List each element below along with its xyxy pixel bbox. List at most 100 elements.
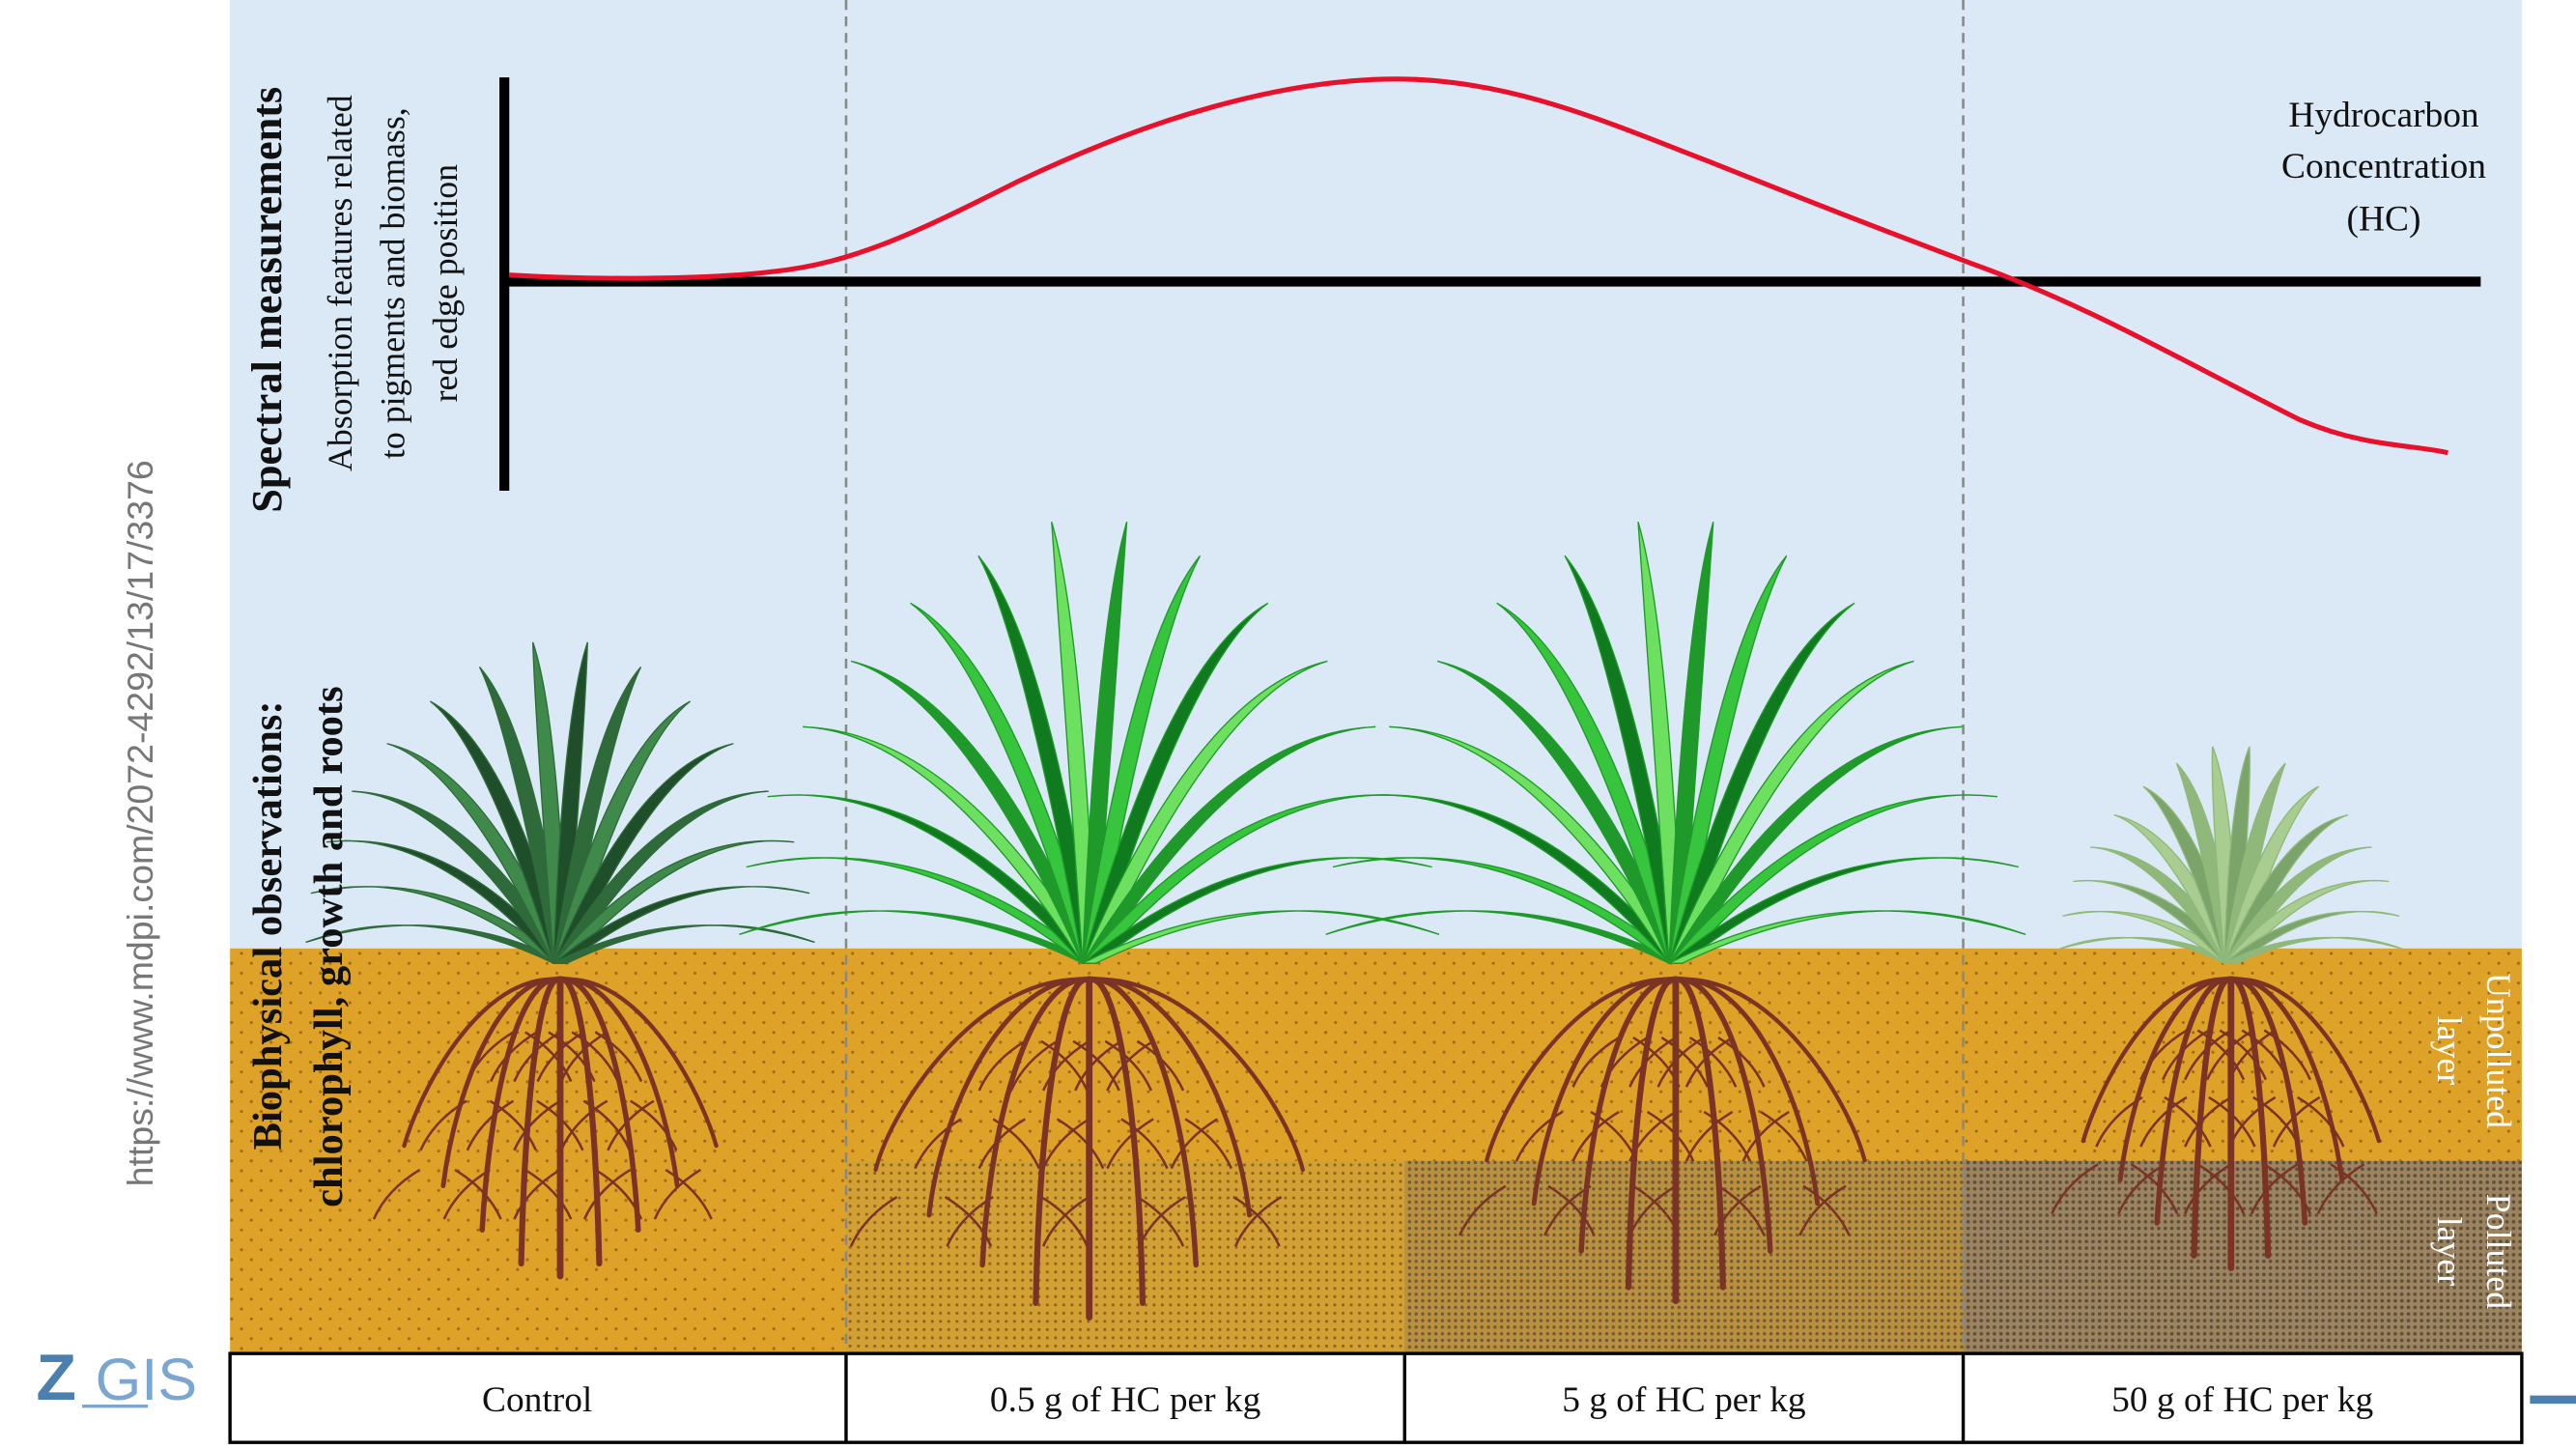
root: [402, 977, 563, 1149]
rootlet: [944, 1195, 993, 1247]
leaf: [767, 794, 1097, 964]
rootlet: [946, 1195, 994, 1247]
leaf: [552, 886, 810, 964]
rootlet: [607, 1099, 655, 1151]
rootlet: [1136, 1195, 1185, 1247]
rootlet: [513, 1031, 561, 1083]
axis-label: Concentration: [2281, 147, 2486, 186]
rootlet: [1798, 1184, 1847, 1236]
polluted-soil-high: [1963, 1160, 2522, 1352]
leaf: [1332, 857, 1684, 964]
root: [1672, 976, 1726, 1291]
rootlet: [1628, 1036, 1677, 1088]
rootlet: [1458, 1184, 1507, 1236]
rootlet: [1628, 1110, 1677, 1162]
rootlet: [1041, 1039, 1090, 1092]
leaf: [1668, 910, 2026, 964]
rootlet: [559, 1031, 609, 1083]
root: [2228, 977, 2382, 1144]
rootlet: [1040, 1039, 1089, 1092]
rootlet: [582, 1099, 632, 1151]
leaf: [1667, 857, 2020, 964]
root: [1673, 977, 1821, 1207]
spectral-title: Spectral measurements: [243, 87, 291, 513]
root: [557, 977, 719, 1149]
leaf: [1082, 554, 1202, 964]
root: [1485, 977, 1679, 1163]
rootlet: [513, 1099, 561, 1151]
layer-label: layer: [2430, 1217, 2469, 1287]
rootlet: [1106, 1039, 1154, 1092]
rootlet: [1106, 1118, 1154, 1170]
column-label: 50 g of HC per kg: [2111, 1380, 2373, 1420]
rootlet: [1628, 1184, 1677, 1236]
biophysical-text: Biophysical observations:: [245, 700, 291, 1150]
rootlet: [2205, 1029, 2254, 1081]
root: [2117, 977, 2234, 1183]
layer-label: Polluted: [2479, 1194, 2518, 1309]
rootlet: [2227, 1095, 2277, 1148]
spectral-text: to pigments and biomass,: [373, 107, 411, 459]
label-row: [228, 1351, 2524, 1444]
rootlet: [1056, 1118, 1105, 1170]
rootlet: [1233, 1195, 1283, 1247]
leaf: [552, 924, 815, 964]
root: [2228, 977, 2308, 1226]
leaf: [739, 910, 1096, 964]
spectral-text: red edge position: [426, 164, 465, 403]
leaf: [1082, 522, 1128, 964]
rootlet: [1074, 1039, 1122, 1092]
rootlet: [2263, 1163, 2312, 1214]
plants: [305, 522, 2403, 1321]
biophysical-text: chlorophyll, growth and roots: [306, 686, 352, 1208]
rootlet: [1741, 1110, 1790, 1162]
column-label: Control: [482, 1380, 592, 1420]
root: [926, 977, 1092, 1218]
leaf: [2058, 936, 2238, 964]
leaf: [2223, 936, 2403, 964]
rootlet: [1571, 1110, 1620, 1162]
rootlet: [1170, 1118, 1219, 1170]
rootlet: [442, 1168, 491, 1220]
root: [2154, 977, 2234, 1226]
layer-label: layer: [2430, 1016, 2469, 1086]
rootlet: [1656, 1036, 1705, 1088]
rootlet: [2162, 1029, 2210, 1081]
leaf: [1051, 522, 1097, 964]
rootlet: [513, 1168, 561, 1220]
leaf: [1564, 554, 1684, 964]
root: [1087, 977, 1305, 1173]
leaf: [326, 839, 569, 964]
leaf: [305, 924, 568, 964]
root: [440, 977, 563, 1189]
root: [557, 977, 641, 1233]
leaf: [803, 725, 1097, 964]
root: [1625, 976, 1679, 1291]
leaf: [1667, 725, 1963, 964]
rootlet: [1104, 1039, 1153, 1092]
rootlet: [630, 1099, 678, 1151]
leaf: [850, 660, 1097, 964]
rootlet: [977, 1118, 1027, 1170]
rootlet: [536, 1099, 584, 1151]
rootlet: [2208, 1095, 2256, 1148]
rootlet: [2196, 1163, 2246, 1214]
rootlet: [1138, 1195, 1186, 1247]
leaf: [1081, 725, 1376, 964]
layer-label: Unpolluted: [2479, 973, 2518, 1128]
rootlet: [1684, 1110, 1734, 1162]
rootlet: [1717, 1184, 1766, 1236]
rootlet: [536, 1031, 584, 1083]
rootlet: [1688, 1036, 1738, 1088]
rootlet: [1120, 1118, 1169, 1170]
rootlet: [1547, 1184, 1596, 1236]
leaf: [746, 857, 1098, 964]
rootlet: [2184, 1163, 2232, 1214]
rootlet: [2316, 1163, 2365, 1214]
leaf: [1667, 794, 1998, 964]
rootlet: [1514, 1110, 1564, 1162]
column-label: 0.5 g of HC per kg: [990, 1380, 1260, 1420]
rootlet: [1041, 1195, 1090, 1247]
rootlet: [489, 1031, 538, 1083]
leaf: [1668, 554, 1788, 964]
